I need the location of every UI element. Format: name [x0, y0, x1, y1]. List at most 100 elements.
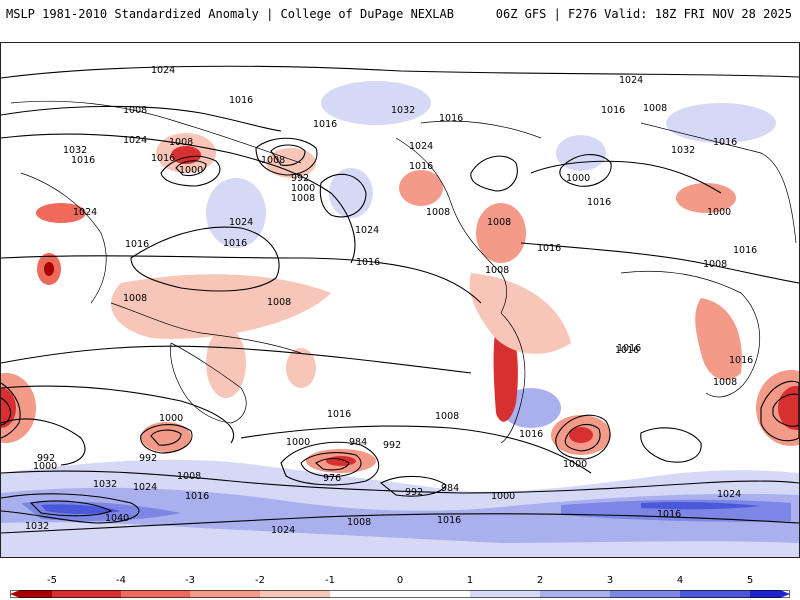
contour-label: 1008 [267, 297, 291, 308]
colorbar-segment-neg4 [52, 590, 122, 598]
contour-label: 1016 [601, 105, 625, 116]
contour-label: 1008 [713, 377, 737, 388]
map-title: MSLP 1981-2010 Standardized Anomaly | Co… [6, 7, 454, 21]
contour-label: 1008 [261, 155, 285, 166]
contour-label: 1008 [435, 411, 459, 422]
colorbar-label: -5 [47, 575, 57, 586]
contour-label: 1016 [519, 429, 543, 440]
contour-label: 992 [291, 173, 309, 184]
contour-label: 1024 [717, 489, 741, 500]
contour-label: 1008 [703, 259, 727, 270]
colorbar-label: 1 [466, 575, 474, 586]
southern-africa-low-anomaly [695, 298, 742, 381]
contour-label: 1016 [713, 137, 737, 148]
contour-label: 1016 [657, 509, 681, 520]
contour-label: 1008 [123, 105, 147, 116]
contour-label: 1024 [73, 207, 97, 218]
positive-anomaly-shading [1, 81, 799, 557]
contour-label: 1024 [409, 141, 433, 152]
tropical-pacific-low-anomaly [111, 274, 331, 339]
colorbar-segment-pos2 [540, 590, 610, 598]
contour-label: 1000 [159, 413, 183, 424]
colorbar-label: -4 [116, 575, 126, 586]
eastern-us-low [476, 203, 526, 263]
contour-label: 1024 [355, 225, 379, 236]
pacific-ridge-anomaly-2 [329, 168, 373, 218]
colorbar-label: 4 [676, 575, 684, 586]
bay-of-bengal-low-core [44, 262, 54, 276]
contour-label: 1016 [313, 119, 337, 130]
contour-label: 1008 [291, 193, 315, 204]
colorbar-segment-neg1 [260, 590, 330, 598]
contour-label: 1032 [391, 105, 415, 116]
anomaly-map: 1024 1016 1008 1016 1024 1032 1008 1016 … [1, 65, 799, 557]
contour-label: 1024 [619, 75, 643, 86]
western-north-america-low [399, 170, 443, 206]
contour-label: 1008 [177, 471, 201, 482]
contour-label: 1008 [123, 293, 147, 304]
contour-label: 1016 [185, 491, 209, 502]
contour-label: 1024 [229, 217, 253, 228]
south-pacific-low-anomaly [286, 348, 316, 388]
contour-label: 992 [139, 453, 157, 464]
negative-anomaly-shading [1, 133, 799, 473]
colorbar-segment-pos5 [750, 590, 790, 598]
west-edge-low-core [1, 388, 16, 428]
contour-label: 1016 [409, 161, 433, 172]
contour-label: 1016 [537, 243, 561, 254]
south-america-low-anomaly [469, 273, 571, 354]
contour-labels: 1024 1016 1008 1016 1024 1032 1008 1016 … [25, 65, 757, 536]
contour-label: 1000 [707, 207, 731, 218]
contour-label: 1016 [733, 245, 757, 256]
north-pacific-high-anomaly [321, 81, 431, 125]
south-atlantic-low-core [569, 427, 593, 443]
contour-label: 1032 [63, 145, 87, 156]
contour-label: 984 [441, 483, 459, 494]
contour-label: 1008 [485, 265, 509, 276]
mediterranean-low-anomaly [676, 183, 736, 213]
antarctic-high-anomaly-peak-east [641, 502, 761, 510]
contour-label: 1016 [437, 515, 461, 526]
contour-label: 976 [323, 473, 341, 484]
contour-label: 1008 [643, 103, 667, 114]
colorbar-label: -2 [255, 575, 265, 586]
colorbar-segment-zero [330, 590, 470, 598]
colorbar-label: 5 [746, 575, 754, 586]
colorbar-label: -1 [325, 575, 335, 586]
colorbar-label: -3 [185, 575, 195, 586]
contour-label: 992 [405, 487, 423, 498]
contour-label: 1016 [615, 345, 639, 356]
isobar-contours [1, 65, 799, 534]
colorbar [10, 590, 790, 598]
contour-label: 1000 [563, 459, 587, 470]
contour-label: 1016 [327, 409, 351, 420]
contour-label: 1024 [123, 135, 147, 146]
contour-label: 992 [383, 440, 401, 451]
contour-label: 1032 [671, 145, 695, 156]
contour-label: 1008 [426, 207, 450, 218]
coastlines [10, 100, 797, 444]
colorbar-segment-neg3 [121, 590, 191, 598]
contour-label: 1016 [151, 153, 175, 164]
contour-label: 1008 [487, 217, 511, 228]
contour-label: 1016 [229, 95, 253, 106]
contour-label: 1016 [125, 239, 149, 250]
contour-label: 1016 [439, 113, 463, 124]
contour-label: 1016 [223, 238, 247, 249]
map-panel[interactable]: 1024 1016 1008 1016 1024 1032 1008 1016 … [0, 42, 800, 558]
australia-low-anomaly [206, 328, 246, 398]
contour-label: 1024 [133, 482, 157, 493]
contour-label: 1032 [25, 521, 49, 532]
contour-label: 1000 [291, 183, 315, 194]
indian-ocean-low-anomaly [141, 422, 191, 452]
colorbar-segment-pos3 [610, 590, 680, 598]
contour-label: 1016 [617, 343, 641, 354]
colorbar-segment-neg5 [10, 590, 52, 598]
colorbar-segment-neg2 [190, 590, 260, 598]
contour-label: 1000 [33, 461, 57, 472]
header: MSLP 1981-2010 Standardized Anomaly | Co… [0, 0, 800, 30]
contour-label: 1008 [347, 517, 371, 528]
contour-label: 1040 [105, 513, 129, 524]
contour-label: 1016 [71, 155, 95, 166]
colorbar-segment-pos1 [470, 590, 540, 598]
